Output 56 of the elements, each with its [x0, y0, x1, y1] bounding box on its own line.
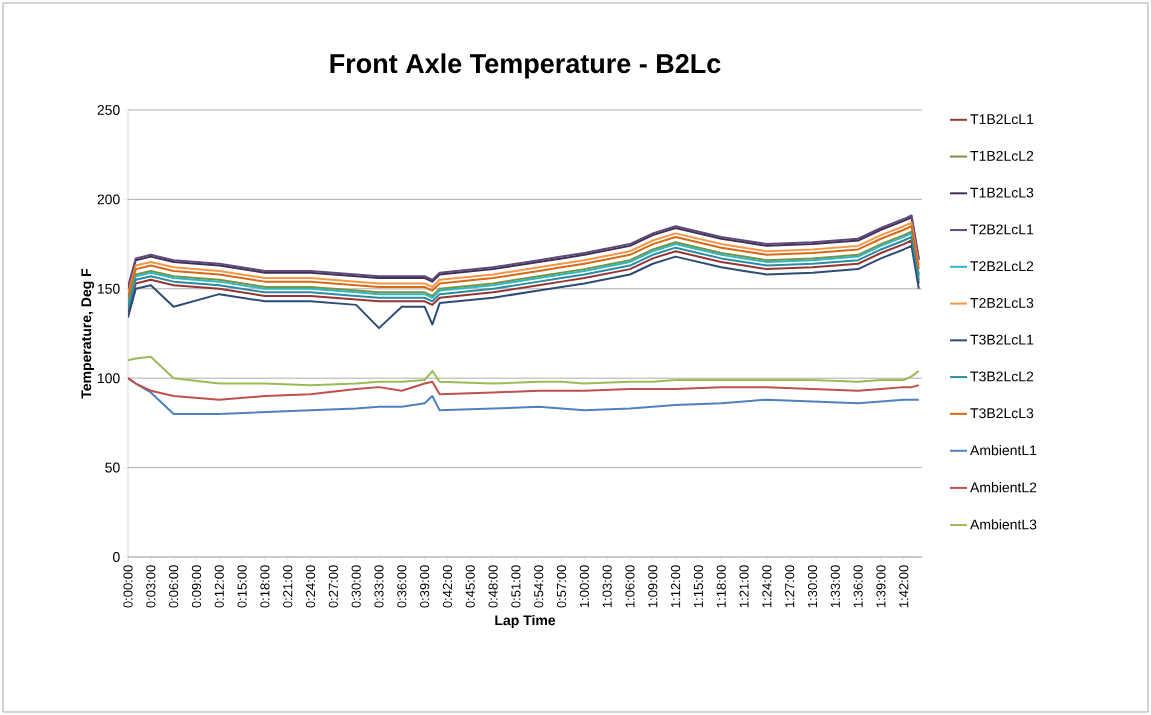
x-tick-label: 1:33:00	[830, 565, 840, 608]
x-tick-label: 0:12:00	[214, 565, 224, 608]
x-tick-label: 0:24:00	[305, 565, 316, 608]
x-tick-label: 1:09:00	[648, 565, 658, 608]
x-tick-label: 0:45:00	[465, 565, 475, 608]
legend-label: T1B2LcL2	[970, 150, 1034, 161]
x-axis-title: Lap Time	[495, 614, 556, 629]
legend-label: AmbientL1	[970, 444, 1037, 456]
x-tick-label: 0:18:00	[260, 565, 270, 608]
legend-label: T3B2LcL3	[970, 408, 1034, 419]
y-axis-title: Temperature, Deg F	[81, 268, 95, 399]
x-tick-label: 0:09:00	[191, 565, 202, 608]
x-tick-label: 1:00:00	[579, 565, 589, 608]
x-tick-label: 0:15:00	[237, 565, 247, 608]
x-tick-label: 1:15:00	[693, 565, 704, 608]
legend-label: T1B2LcL3	[970, 187, 1034, 198]
legend-label: T2B2LcL1	[970, 224, 1034, 235]
legend-label: T3B2LcL1	[970, 334, 1034, 345]
legend-label: T2B2LcL3	[970, 297, 1034, 308]
y-tick-label: 200	[97, 194, 120, 205]
legend-label: T1B2LcL1	[970, 114, 1034, 125]
x-tick-label: 1:21:00	[739, 565, 749, 608]
y-tick-label: 0	[113, 552, 120, 562]
y-tick-label: 250	[97, 105, 120, 115]
legend-label: T3B2LcL2	[970, 371, 1034, 382]
x-tick-label: 0:39:00	[420, 565, 430, 608]
y-tick-label: 150	[97, 283, 120, 294]
x-tick-label: 1:12:00	[671, 565, 681, 608]
x-tick-label: 1:18:00	[716, 565, 726, 608]
y-tick-label: 50	[105, 462, 120, 473]
x-tick-label: 0:03:00	[146, 565, 156, 608]
x-tick-label: 0:00:00	[123, 565, 133, 608]
x-tick-label: 0:30:00	[351, 565, 361, 608]
x-tick-label: 0:48:00	[488, 565, 498, 608]
x-tick-label: 0:57:00	[556, 565, 567, 608]
x-tick-label: 0:27:00	[328, 565, 338, 608]
chart-title: Front Axle Temperature - B2Lc	[330, 53, 721, 79]
x-tick-label: 0:33:00	[374, 565, 384, 608]
x-tick-label: 1:30:00	[807, 565, 818, 608]
x-tick-label: 0:06:00	[169, 565, 179, 608]
x-tick-label: 0:42:00	[442, 565, 453, 608]
x-tick-label: 0:21:00	[283, 565, 293, 608]
x-tick-label: 1:27:00	[785, 565, 795, 608]
x-tick-label: 1:42:00	[899, 565, 909, 608]
x-tick-label: 0:54:00	[534, 565, 544, 608]
legend-label: T2B2LcL2	[970, 261, 1034, 272]
x-tick-label: 0:51:00	[511, 565, 521, 608]
x-tick-label: 1:06:00	[625, 565, 635, 608]
x-tick-label: 1:36:00	[853, 565, 863, 608]
x-tick-label: 1:39:00	[876, 565, 886, 608]
x-tick-label: 1:24:00	[762, 565, 772, 608]
x-tick-label: 0:36:00	[397, 565, 407, 608]
legend-label: AmbientL3	[970, 519, 1037, 530]
x-tick-label: 1:03:00	[602, 565, 612, 608]
legend-label: AmbientL2	[970, 482, 1037, 493]
y-tick-label: 100	[97, 373, 120, 384]
